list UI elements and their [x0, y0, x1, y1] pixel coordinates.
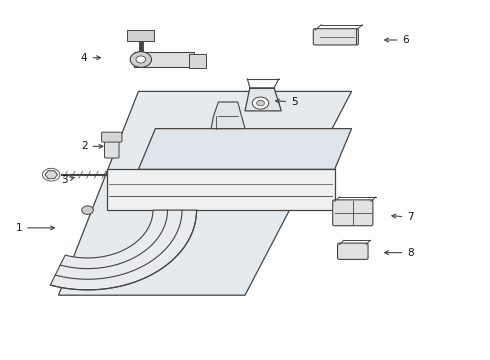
Circle shape — [130, 52, 151, 67]
FancyBboxPatch shape — [333, 200, 373, 226]
Text: 5: 5 — [276, 97, 297, 107]
Polygon shape — [45, 171, 57, 179]
Polygon shape — [50, 210, 196, 290]
Text: 2: 2 — [81, 141, 103, 151]
Text: 7: 7 — [392, 212, 414, 222]
Polygon shape — [58, 91, 352, 295]
Polygon shape — [211, 102, 245, 129]
Polygon shape — [134, 53, 194, 67]
FancyBboxPatch shape — [104, 140, 119, 158]
FancyBboxPatch shape — [313, 29, 358, 45]
Circle shape — [252, 97, 269, 109]
Text: 6: 6 — [385, 35, 409, 45]
FancyBboxPatch shape — [189, 54, 206, 68]
FancyBboxPatch shape — [127, 30, 154, 41]
FancyBboxPatch shape — [101, 132, 122, 142]
FancyBboxPatch shape — [338, 243, 368, 260]
Circle shape — [257, 100, 265, 106]
Circle shape — [82, 206, 94, 215]
Polygon shape — [107, 169, 335, 210]
Text: 1: 1 — [16, 223, 54, 233]
Text: 4: 4 — [81, 53, 100, 63]
Text: 8: 8 — [385, 248, 414, 258]
Circle shape — [136, 56, 146, 63]
Polygon shape — [245, 88, 281, 111]
Text: 3: 3 — [62, 175, 74, 185]
Polygon shape — [138, 129, 352, 169]
